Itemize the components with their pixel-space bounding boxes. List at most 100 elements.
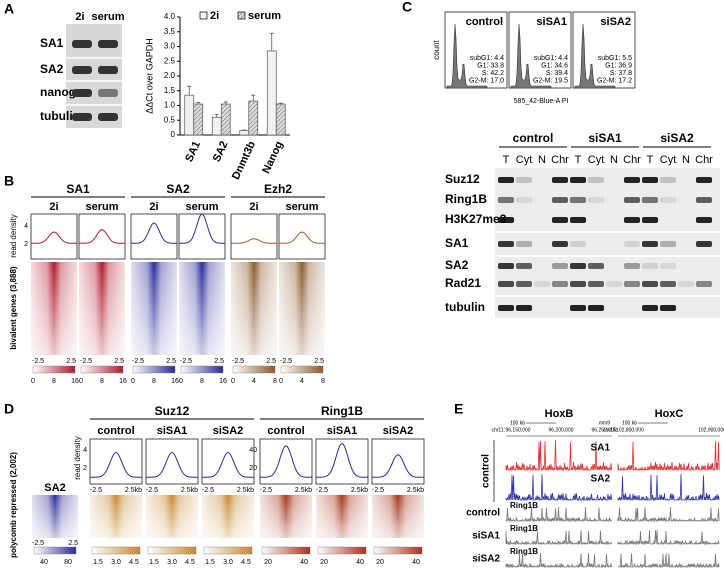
band <box>696 217 712 223</box>
colorbar <box>373 546 423 555</box>
label: serum <box>85 201 118 213</box>
band <box>696 281 712 287</box>
error-bar <box>269 32 274 51</box>
label: G1: 36.9 <box>605 62 632 69</box>
heatmap-fade <box>179 262 225 355</box>
label: HoxC <box>655 408 684 420</box>
label: G2-M: 17.2 <box>597 77 632 84</box>
band <box>678 281 694 287</box>
label: 4 <box>83 447 87 454</box>
label: -2.5 <box>260 487 272 494</box>
label: 4.5 <box>185 559 195 566</box>
colorbar <box>147 546 197 555</box>
label: Dnmt3b <box>230 139 258 181</box>
band <box>588 197 604 203</box>
error-bar <box>196 102 201 105</box>
band <box>624 217 640 223</box>
band <box>570 177 586 183</box>
label: -2.5 <box>90 487 102 494</box>
label: 2.5 <box>314 358 324 365</box>
label: Ezh2 <box>264 182 292 196</box>
label: Ring1B <box>445 192 487 206</box>
label: 4.5 <box>241 559 251 566</box>
colorbar <box>91 546 141 555</box>
heatmap-fade <box>131 262 177 355</box>
error-bar <box>214 113 219 118</box>
label: 4 <box>24 223 28 230</box>
label: SA2 <box>40 62 64 76</box>
colorbar <box>32 365 76 374</box>
label: 96,250,000 <box>591 427 616 433</box>
label: 20 <box>320 559 328 566</box>
label: 0 <box>279 378 283 385</box>
label: T <box>503 154 510 166</box>
heatmap-fade <box>372 495 424 538</box>
label: SA2 <box>211 139 231 163</box>
label: Cyt <box>588 154 605 166</box>
error-bar <box>242 129 247 131</box>
band <box>516 305 532 311</box>
band <box>588 177 604 183</box>
label: -2.5 <box>372 487 384 494</box>
band <box>624 281 640 287</box>
label: Rad21 <box>445 276 481 290</box>
heatmap-fade <box>90 495 142 538</box>
band <box>660 281 676 287</box>
label: E <box>454 401 463 417</box>
signal-track <box>505 507 613 523</box>
label: B <box>4 173 14 189</box>
label: control <box>97 425 134 437</box>
band <box>498 305 514 311</box>
band <box>570 263 586 269</box>
label: 2 <box>83 465 87 472</box>
label: 20 <box>376 559 384 566</box>
label: 2.5kb <box>407 487 424 494</box>
band <box>588 281 604 287</box>
band <box>660 241 676 247</box>
band <box>624 177 640 183</box>
signal-track <box>505 440 613 472</box>
heatmap-fade <box>146 495 198 538</box>
label: subG1: 5.5 <box>598 55 632 62</box>
band <box>696 241 712 247</box>
band <box>660 177 676 183</box>
band <box>552 281 568 287</box>
label: G1: 33.8 <box>477 62 504 69</box>
bar <box>266 50 277 136</box>
band <box>552 197 568 203</box>
label: SA1 <box>183 139 203 163</box>
label: 16 <box>119 378 127 385</box>
band <box>552 177 568 183</box>
label: control <box>466 508 500 519</box>
label: 40 <box>300 559 308 566</box>
band <box>72 40 92 48</box>
label: 3.0 <box>223 559 233 566</box>
band <box>498 197 514 203</box>
label: SA1 <box>40 36 64 50</box>
profile-frame <box>201 438 255 485</box>
label: 3.5 <box>164 27 176 36</box>
band <box>534 281 550 287</box>
band <box>98 66 118 74</box>
label: Suz12 <box>445 172 480 186</box>
label: -2.5 <box>316 487 328 494</box>
profile-curve <box>202 451 254 478</box>
profile-frame <box>278 213 326 260</box>
label: 1.5 <box>164 86 176 95</box>
error-bar <box>251 94 256 102</box>
profile-curve <box>279 231 325 244</box>
signal-track <box>505 553 613 568</box>
colorbar <box>203 546 253 555</box>
flow-histogram <box>574 23 616 89</box>
label: A <box>4 1 14 17</box>
label: 2.5kb <box>351 487 368 494</box>
profile-curve <box>179 213 225 244</box>
label: SA2 <box>166 182 190 196</box>
profile-frame <box>230 213 278 260</box>
band <box>660 197 676 203</box>
label: N <box>682 154 690 166</box>
label: Chr <box>695 154 713 166</box>
label: siSA2 <box>383 425 414 437</box>
label: SA1 <box>66 182 90 196</box>
